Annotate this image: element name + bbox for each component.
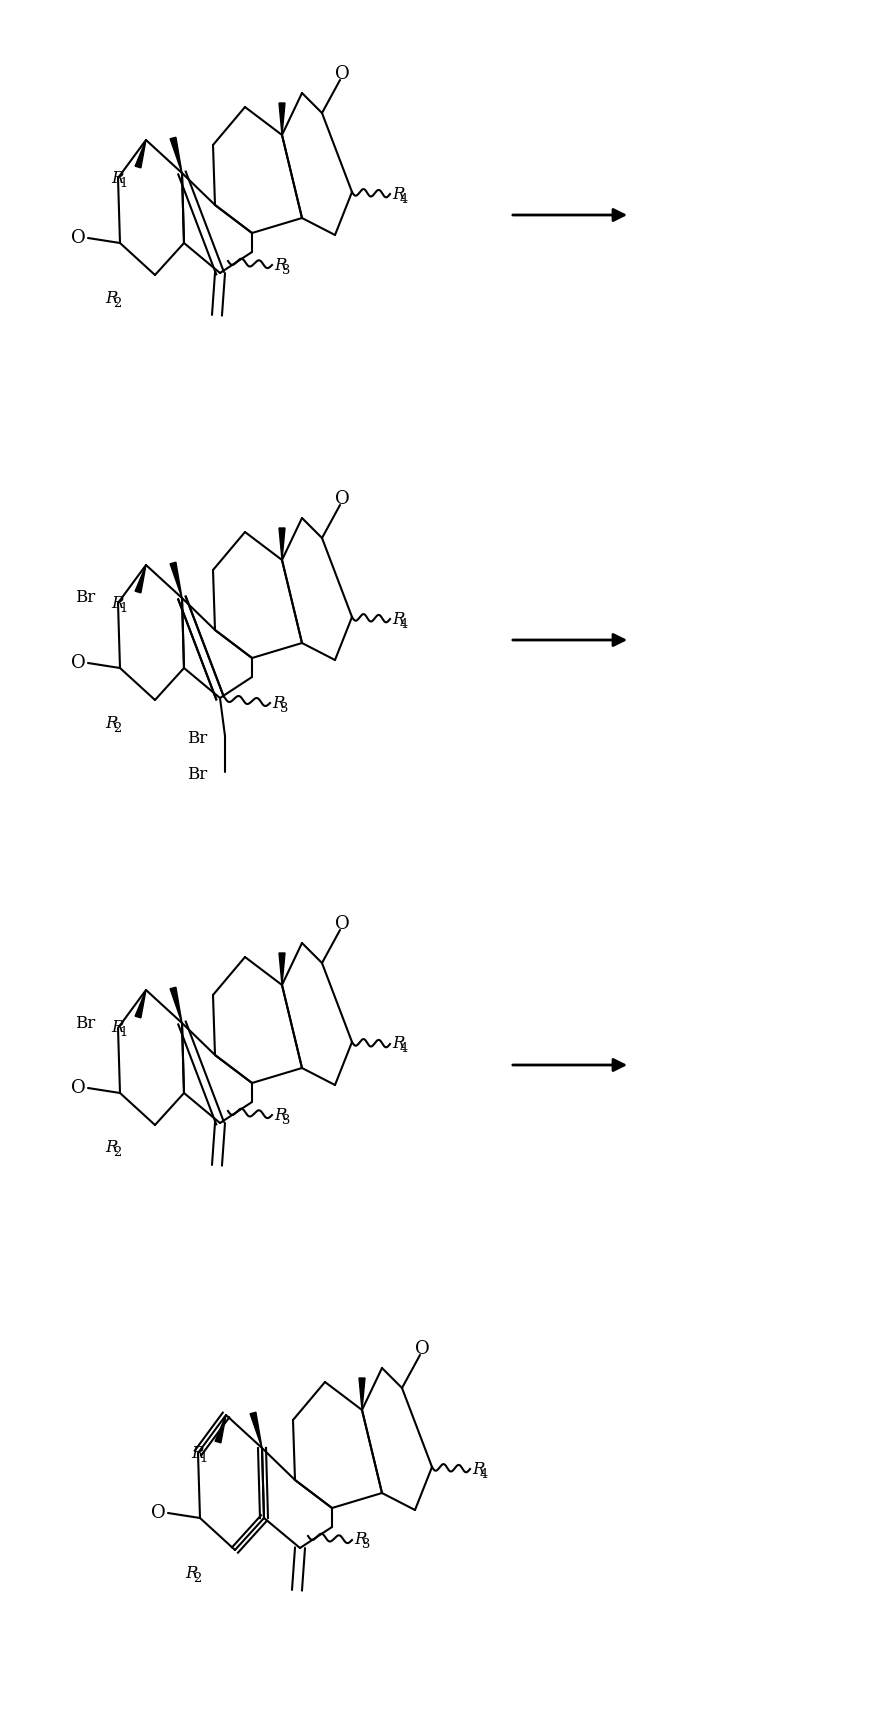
Text: 3: 3 — [362, 1538, 370, 1552]
Text: O: O — [334, 66, 349, 83]
Polygon shape — [135, 140, 146, 168]
Text: Br: Br — [75, 590, 95, 607]
Text: 4: 4 — [480, 1467, 488, 1481]
Text: O: O — [334, 915, 349, 932]
Text: R: R — [111, 1019, 124, 1036]
Polygon shape — [279, 953, 285, 984]
Text: R: R — [472, 1460, 485, 1477]
Text: 4: 4 — [400, 618, 409, 630]
Text: O: O — [415, 1341, 429, 1358]
Text: Br: Br — [187, 765, 207, 782]
Text: R: R — [392, 1036, 404, 1052]
Text: 2: 2 — [113, 296, 121, 310]
Text: R: R — [392, 611, 404, 628]
Text: 2: 2 — [113, 721, 121, 735]
Text: O: O — [71, 228, 85, 247]
Polygon shape — [215, 1415, 226, 1443]
Text: 4: 4 — [400, 1043, 409, 1055]
Text: R: R — [191, 1445, 203, 1462]
Polygon shape — [170, 137, 182, 173]
Text: R: R — [272, 694, 285, 711]
Text: R: R — [111, 595, 124, 611]
Text: R: R — [185, 1564, 197, 1581]
Text: R: R — [354, 1531, 366, 1548]
Polygon shape — [279, 104, 285, 135]
Polygon shape — [279, 528, 285, 561]
Text: 1: 1 — [119, 1026, 127, 1040]
Text: O: O — [71, 1080, 85, 1097]
Text: 2: 2 — [113, 1147, 121, 1159]
Text: R: R — [111, 170, 124, 187]
Polygon shape — [170, 562, 182, 599]
Text: O: O — [71, 654, 85, 671]
Polygon shape — [250, 1412, 262, 1448]
Text: 3: 3 — [282, 1114, 290, 1126]
Polygon shape — [135, 566, 146, 593]
Text: O: O — [151, 1503, 166, 1522]
Text: 1: 1 — [199, 1451, 207, 1465]
Text: R: R — [105, 1140, 117, 1156]
Polygon shape — [359, 1379, 365, 1410]
Text: 1: 1 — [119, 602, 127, 614]
Text: 4: 4 — [400, 192, 409, 206]
Text: R: R — [274, 256, 287, 273]
Text: Br: Br — [187, 730, 207, 747]
Text: R: R — [105, 289, 117, 306]
Text: 3: 3 — [282, 263, 290, 277]
Text: 3: 3 — [280, 701, 289, 714]
Text: R: R — [105, 714, 117, 732]
Text: R: R — [274, 1107, 287, 1123]
Text: R: R — [392, 185, 404, 202]
Polygon shape — [135, 990, 146, 1017]
Text: O: O — [334, 490, 349, 509]
Text: 1: 1 — [119, 176, 127, 190]
Text: 2: 2 — [193, 1571, 202, 1585]
Polygon shape — [170, 988, 182, 1022]
Text: Br: Br — [75, 1014, 95, 1031]
